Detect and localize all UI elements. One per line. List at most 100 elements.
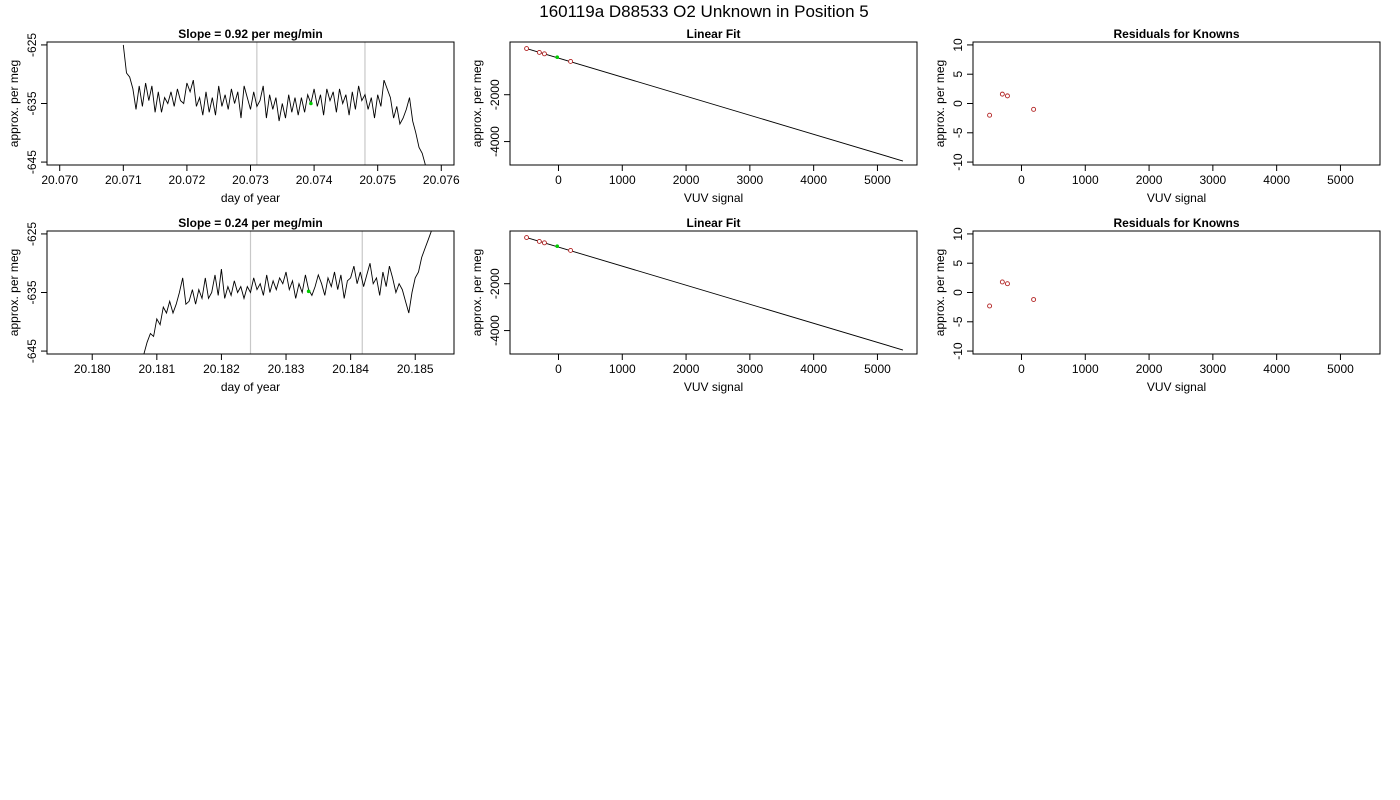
unknown-point — [555, 55, 560, 60]
figure-title: 160119a D88533 O2 Unknown in Position 5 — [539, 2, 869, 21]
x-tick-label: 3000 — [1200, 173, 1227, 187]
x-tick-label: 2000 — [1136, 362, 1163, 376]
known-point — [1004, 281, 1010, 287]
x-tick-label: 20.076 — [423, 173, 460, 187]
y-tick-label: 10 — [951, 227, 965, 241]
y-tick-label: -4000 — [488, 315, 502, 346]
x-axis-label: day of year — [221, 380, 280, 394]
x-tick-label: 0 — [555, 173, 562, 187]
x-tick-label: 20.074 — [296, 173, 333, 187]
known-point — [568, 58, 574, 64]
panel-title: Linear Fit — [686, 27, 740, 41]
y-axis-label: approx. per meg — [933, 249, 947, 336]
x-tick-label: 4000 — [1263, 173, 1290, 187]
x-tick-label: 20.070 — [41, 173, 78, 187]
known-point — [999, 279, 1005, 285]
known-point — [536, 238, 542, 244]
x-tick-label: 4000 — [1263, 362, 1290, 376]
series-line — [122, 44, 426, 165]
x-tick-label: 4000 — [800, 173, 827, 187]
panel-r1-residuals: Residuals for Knowns VUV signal approx. pe… — [933, 27, 1381, 205]
x-tick-label: 20.185 — [397, 362, 434, 376]
y-tick-label: -5 — [951, 127, 965, 138]
plot-area — [143, 231, 432, 354]
y-axis-label: approx. per meg — [7, 249, 21, 336]
x-axis-label: VUV signal — [1147, 191, 1206, 205]
y-tick-label: 10 — [951, 38, 965, 52]
panel-r2-residuals: Residuals for Knowns VUV signal approx. pe… — [933, 216, 1381, 394]
x-tick-label: 20.072 — [169, 173, 206, 187]
x-tick-label: 5000 — [864, 173, 891, 187]
y-tick-label: -635 — [25, 91, 39, 115]
x-tick-label: 20.071 — [105, 173, 142, 187]
x-tick-label: 2000 — [673, 173, 700, 187]
x-axis-label: VUV signal — [684, 191, 743, 205]
plot-area — [987, 91, 1037, 118]
panel-frame — [509, 230, 918, 355]
x-tick-label: 0 — [555, 362, 562, 376]
y-tick-label: 5 — [951, 260, 965, 267]
y-axis-label: approx. per meg — [933, 60, 947, 147]
fit-line — [526, 48, 904, 162]
known-point — [1004, 93, 1010, 99]
panel-frame — [509, 41, 918, 166]
y-axis-label: approx. per meg — [7, 60, 21, 147]
y-tick-label: -10 — [951, 342, 965, 360]
x-tick-label: 5000 — [864, 362, 891, 376]
known-point — [987, 303, 993, 309]
x-tick-label: 20.184 — [332, 362, 369, 376]
unknown-marker — [309, 101, 313, 106]
panel-r1-timeseries: Slope = 0.92 per meg/min day of year appro… — [7, 27, 460, 205]
y-tick-label: -5 — [951, 316, 965, 327]
y-tick-label: -625 — [25, 222, 39, 246]
x-axis-label: VUV signal — [1147, 380, 1206, 394]
y-tick-label: 5 — [951, 71, 965, 78]
panel-r2-timeseries: Slope = 0.24 per meg/min day of year appro… — [7, 216, 455, 394]
y-tick-label: -2000 — [488, 268, 502, 299]
x-tick-label: 2000 — [1136, 173, 1163, 187]
y-tick-label: -625 — [25, 33, 39, 57]
y-tick-label: -2000 — [488, 79, 502, 110]
x-tick-label: 2000 — [673, 362, 700, 376]
known-point — [1031, 106, 1037, 112]
fit-line — [526, 237, 904, 351]
panel-title: Slope = 0.92 per meg/min — [178, 27, 322, 41]
x-tick-label: 3000 — [737, 173, 764, 187]
x-tick-label: 5000 — [1327, 173, 1354, 187]
plot-area — [987, 279, 1037, 309]
x-axis-label: VUV signal — [684, 380, 743, 394]
known-point — [541, 51, 547, 57]
x-tick-label: 3000 — [737, 362, 764, 376]
panel-title: Residuals for Knowns — [1113, 27, 1239, 41]
x-tick-label: 1000 — [1072, 362, 1099, 376]
panel-frame — [972, 41, 1381, 166]
known-point — [999, 91, 1005, 97]
panel-r2-linear: Linear Fit VUV signal approx. per meg 0 1000… — [470, 216, 918, 394]
known-point — [987, 112, 993, 118]
panel-r1-linear: Linear Fit VUV signal approx. per meg 0 1000… — [470, 27, 918, 205]
known-point — [568, 247, 574, 253]
panel-frame — [46, 41, 455, 166]
known-point — [524, 46, 530, 52]
x-tick-label: 20.075 — [359, 173, 396, 187]
known-point — [1031, 297, 1037, 302]
known-point — [536, 49, 542, 55]
x-axis-label: day of year — [221, 191, 280, 205]
unknown-point — [555, 244, 560, 249]
x-tick-label: 3000 — [1200, 362, 1227, 376]
y-axis-label: approx. per meg — [470, 249, 484, 336]
y-tick-label: -10 — [951, 153, 965, 171]
x-tick-label: 0 — [1018, 173, 1025, 187]
x-tick-label: 20.183 — [268, 362, 305, 376]
panel-title: Slope = 0.24 per meg/min — [178, 216, 322, 230]
plot-area — [122, 42, 426, 165]
x-tick-label: 4000 — [800, 362, 827, 376]
y-tick-label: -635 — [25, 280, 39, 304]
unknown-marker — [306, 289, 311, 294]
x-tick-label: 0 — [1018, 362, 1025, 376]
x-tick-label: 20.181 — [138, 362, 175, 376]
y-tick-label: -645 — [25, 150, 39, 174]
y-tick-label: 0 — [951, 289, 965, 296]
